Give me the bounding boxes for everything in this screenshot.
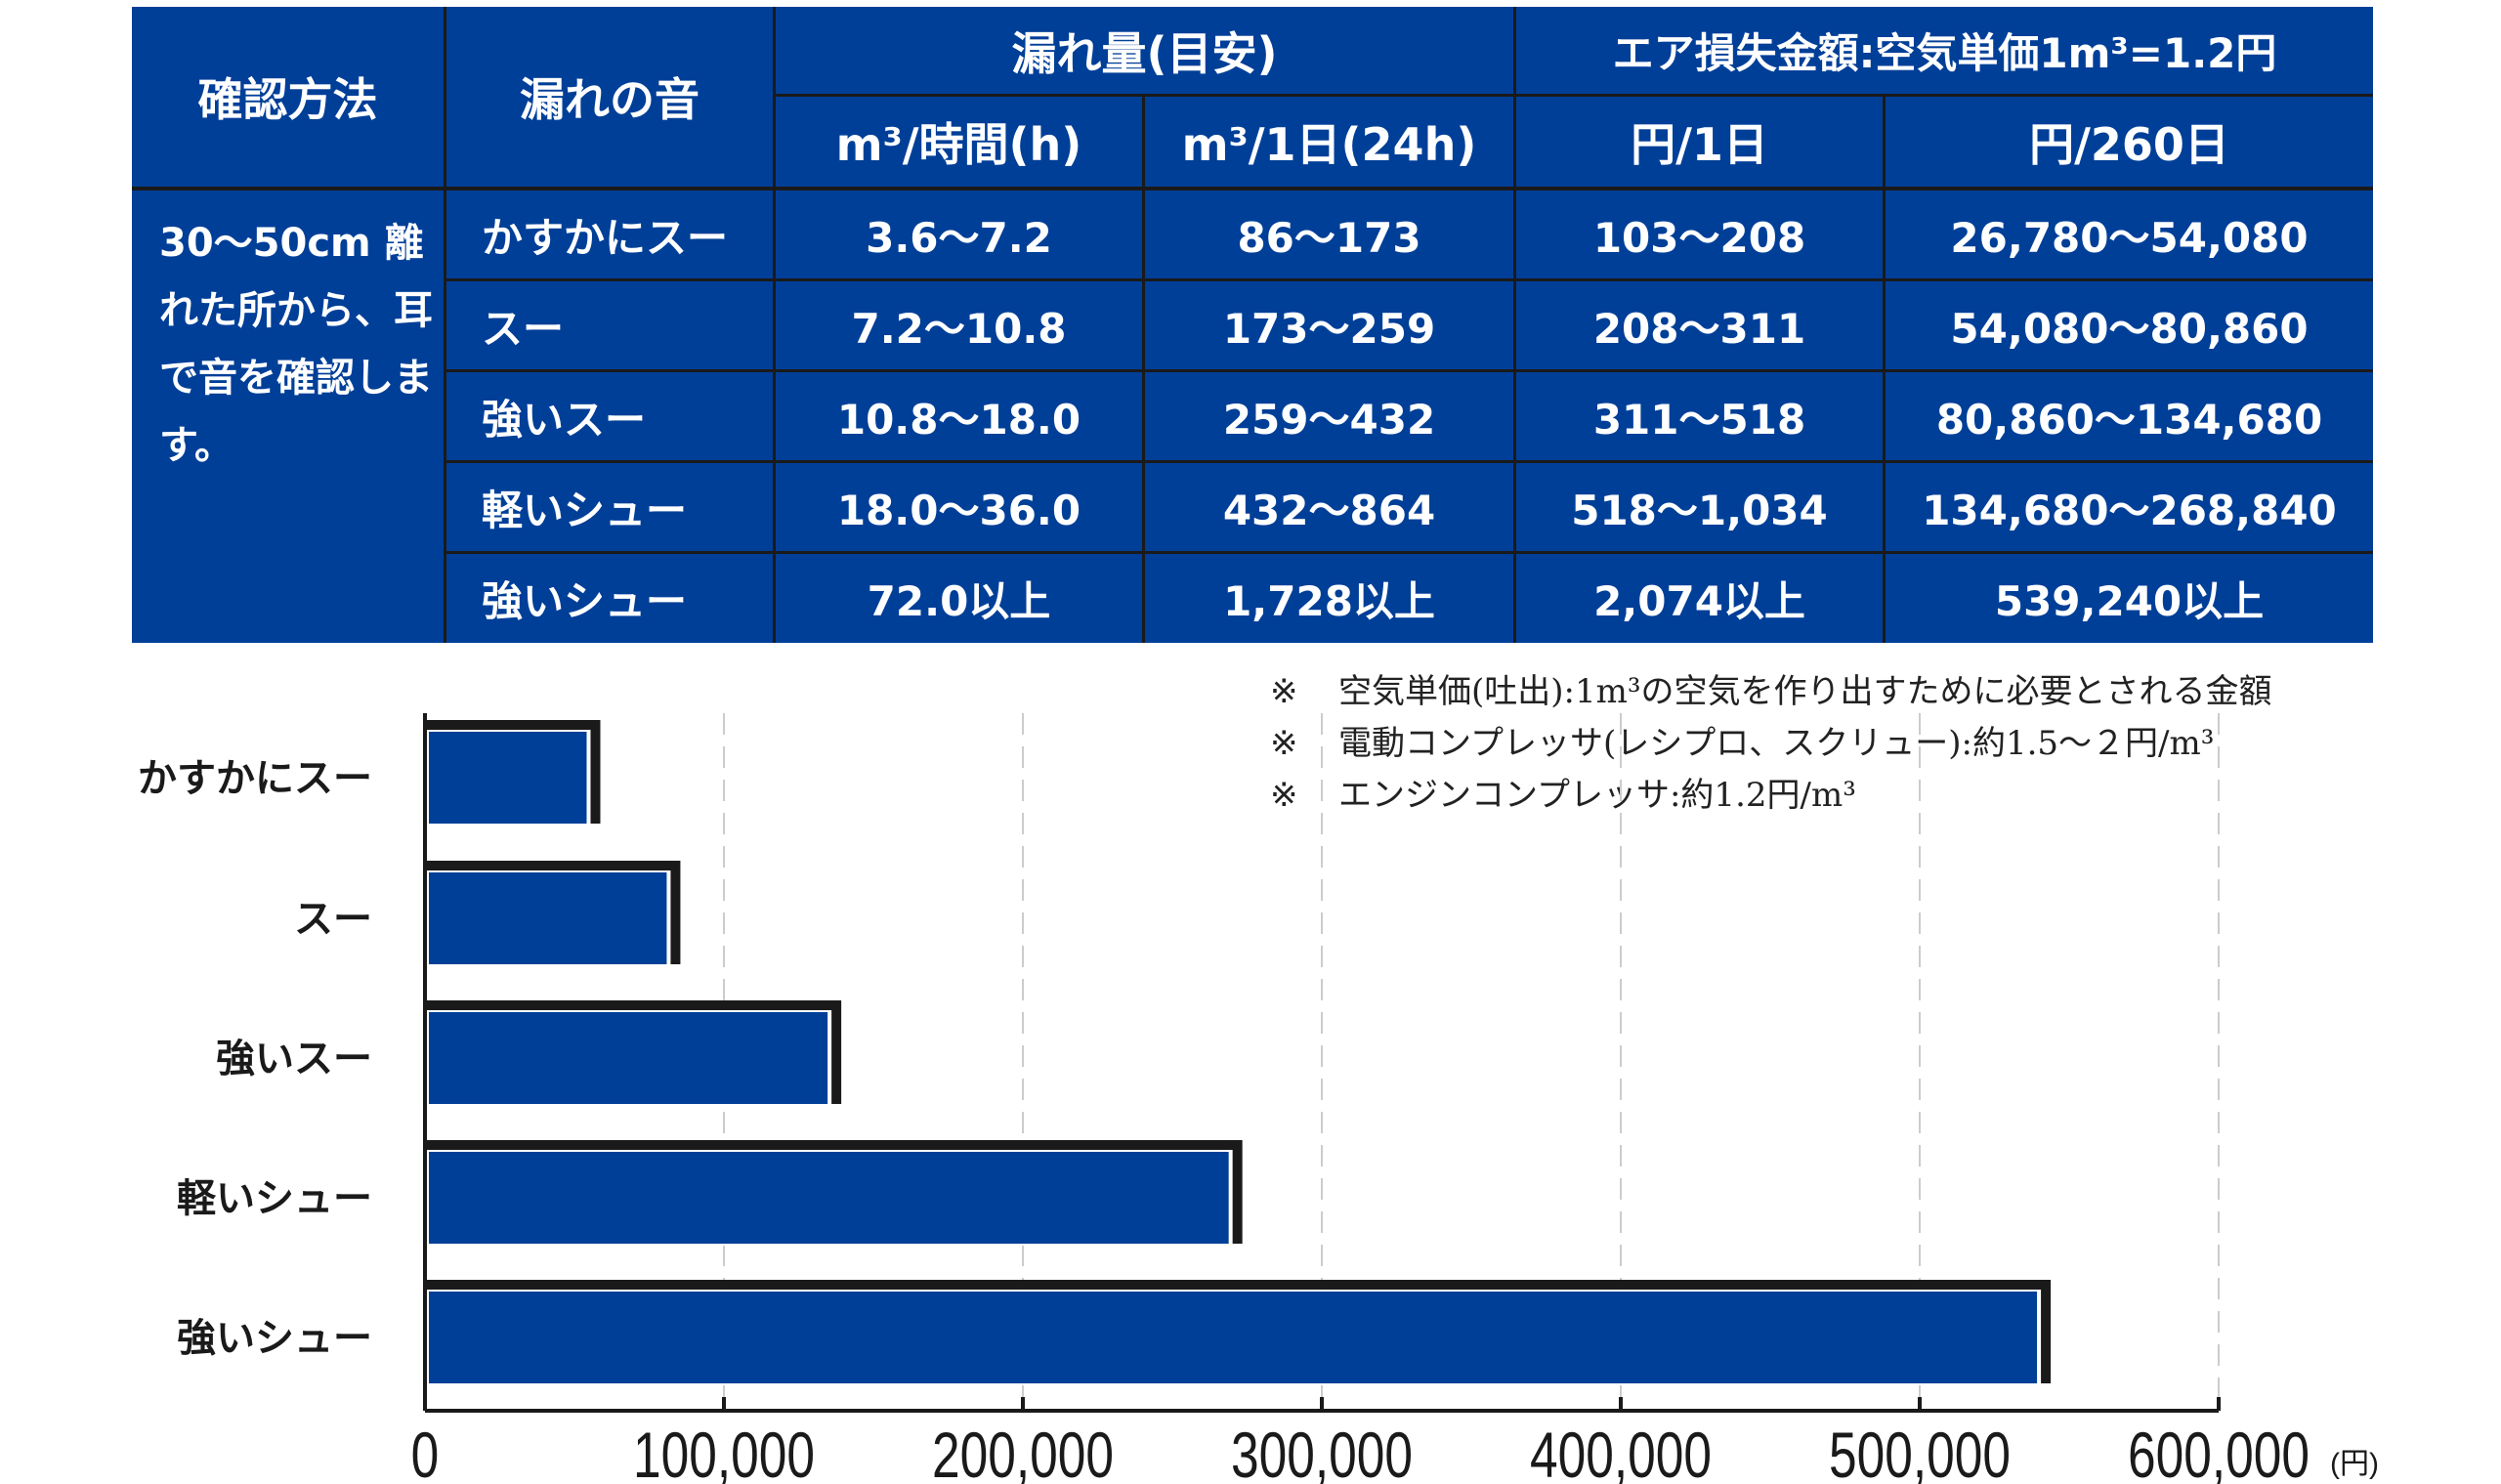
cell-yen-260: 80,860〜134,680 — [1886, 372, 2373, 460]
cell-sound: 強いシュー — [446, 554, 773, 643]
cell-per-hour: 3.6〜7.2 — [776, 191, 1142, 278]
cell-sound: スー — [446, 281, 773, 369]
header-yen-day: 円/1日 — [1516, 97, 1883, 187]
cell-per-hour: 18.0〜36.0 — [776, 463, 1142, 551]
category-label: かすかにスー — [138, 757, 372, 800]
bar — [429, 872, 667, 964]
note-item: ※ 空気単価(吐出):1m³の空気を作り出すために必要とされる金額 — [1270, 664, 2272, 712]
bar-shadow — [425, 1280, 2052, 1383]
header-leak-amount: 漏れ量(目安) — [776, 7, 1513, 94]
cell-yen-260: 539,240以上 — [1886, 554, 2373, 643]
header-method: 確認方法 — [132, 7, 444, 187]
cell-sound: かすかにスー — [446, 191, 773, 278]
cell-per-hour: 72.0以上 — [776, 554, 1142, 643]
header-yen-260: 円/260日 — [1886, 97, 2373, 187]
method-text: 30〜50cm 離れた所から、耳で音を確認します。 — [132, 191, 444, 643]
cell-per-day: 86〜173 — [1145, 191, 1513, 278]
bar — [429, 1292, 2038, 1383]
bar — [429, 1012, 828, 1104]
x-tick-label: 300,000 — [1231, 1419, 1413, 1484]
cell-per-hour: 7.2〜10.8 — [776, 281, 1142, 369]
category-label: スー — [294, 898, 372, 941]
cell-per-day: 1,728以上 — [1145, 554, 1513, 643]
bar-shadow — [425, 1140, 1243, 1244]
bar-border — [427, 1010, 832, 1106]
bar-border — [427, 730, 591, 826]
note-item: ※ 電動コンプレッサ(レシプロ、スクリュー):約1.5〜２円/m³ — [1270, 716, 2214, 764]
category-label: 強いシュー — [177, 1317, 372, 1360]
bar-border — [427, 1290, 2042, 1385]
note-item: ※ エンジンコンプレッサ:約1.2円/m³ — [1270, 768, 1856, 816]
x-tick-label: 100,000 — [633, 1419, 815, 1484]
category-label: 軽いシュー — [177, 1177, 372, 1220]
x-tick-label: 600,000 — [2128, 1419, 2310, 1484]
cell-yen-day: 103〜208 — [1516, 191, 1883, 278]
note-mark: ※ — [1270, 724, 1298, 763]
note-mark: ※ — [1270, 672, 1298, 711]
cell-per-hour: 10.8〜18.0 — [776, 372, 1142, 460]
category-label: 強いスー — [216, 1038, 372, 1081]
cell-per-day: 432〜864 — [1145, 463, 1513, 551]
cell-per-day: 259〜432 — [1145, 372, 1513, 460]
header-loss-title: エア損失金額:空気単価1m³=1.2円 — [1516, 7, 2373, 94]
leak-cost-table: 確認方法 漏れの音 漏れ量(目安) エア損失金額:空気単価1m³=1.2円 m³… — [132, 7, 2373, 643]
note-mark: ※ — [1270, 776, 1298, 815]
bar-shadow — [425, 861, 681, 964]
header-per-day: m³/1日(24h) — [1145, 97, 1513, 187]
cell-yen-day: 518〜1,034 — [1516, 463, 1883, 551]
bar-shadow — [425, 720, 601, 824]
bar-border — [427, 870, 671, 966]
cell-yen-260: 54,080〜80,860 — [1886, 281, 2373, 369]
cell-sound: 強いスー — [446, 372, 773, 460]
x-tick-label: 500,000 — [1829, 1419, 2011, 1484]
bar-shadow — [425, 1000, 842, 1104]
note-text: エンジンコンプレッサ:約1.2円/m³ — [1338, 776, 1856, 815]
cell-yen-260: 134,680〜268,840 — [1886, 463, 2373, 551]
cell-yen-day: 2,074以上 — [1516, 554, 1883, 643]
note-text: 空気単価(吐出):1m³の空気を作り出すために必要とされる金額 — [1338, 672, 2272, 711]
x-tick-label: 400,000 — [1530, 1419, 1712, 1484]
cell-per-day: 173〜259 — [1145, 281, 1513, 369]
bar — [429, 732, 587, 824]
cell-yen-day: 311〜518 — [1516, 372, 1883, 460]
bar — [429, 1152, 1229, 1244]
cell-yen-260: 26,780〜54,080 — [1886, 191, 2373, 278]
x-tick-label: 0 — [411, 1419, 440, 1484]
header-per-hour: m³/時間(h) — [776, 97, 1142, 187]
cell-yen-day: 208〜311 — [1516, 281, 1883, 369]
x-unit-label: (円) — [2330, 1448, 2379, 1480]
bar-border — [427, 1150, 1233, 1246]
cell-sound: 軽いシュー — [446, 463, 773, 551]
header-sound: 漏れの音 — [446, 7, 773, 187]
x-tick-label: 200,000 — [932, 1419, 1114, 1484]
note-text: 電動コンプレッサ(レシプロ、スクリュー):約1.5〜２円/m³ — [1338, 724, 2215, 763]
